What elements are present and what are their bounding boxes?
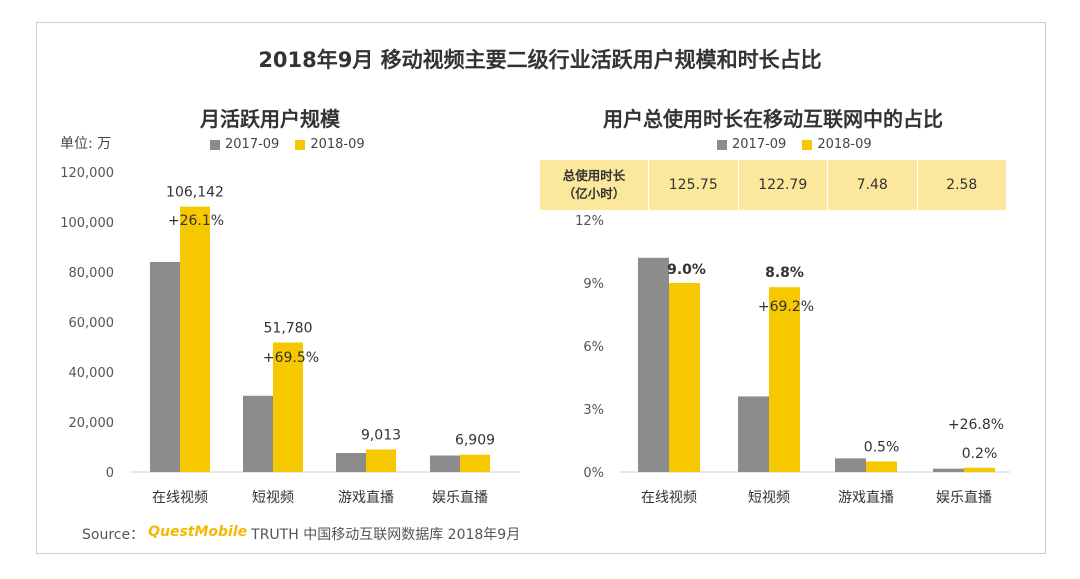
unit-label: 单位: 万: [60, 136, 112, 152]
legend-swatch-gray: [717, 139, 727, 150]
usage-cell: 2.58: [946, 177, 978, 193]
usage-cell: 7.48: [856, 177, 888, 193]
category-label: 短视频: [748, 490, 790, 506]
y-tick-label: 0%: [583, 466, 604, 481]
bar-2017: [336, 453, 366, 472]
table-divider: [648, 160, 649, 210]
bar-2017: [150, 262, 180, 472]
data-label: 51,780: [264, 321, 313, 337]
data-label: 9.0%: [667, 262, 706, 278]
y-tick-label: 9%: [583, 277, 604, 292]
usage-header-line1: 总使用时长: [562, 168, 626, 183]
source-brand-logo: QuestMobile: [148, 524, 248, 540]
category-label: 在线视频: [152, 490, 208, 506]
table-divider: [916, 160, 918, 210]
source-text: TRUTH 中国移动互联网数据库 2018年9月: [251, 527, 521, 543]
bar-2017: [430, 455, 460, 472]
data-label: 106,142: [166, 185, 224, 201]
y-tick-label: 12%: [575, 214, 604, 229]
main-title: 2018年9月 移动视频主要二级行业活跃用户规模和时长占比: [258, 48, 822, 72]
bar-2018: [460, 454, 490, 472]
bar-2018: [669, 283, 700, 472]
data-label: 8.8%: [765, 265, 804, 281]
y-tick-label: 100,000: [60, 216, 114, 231]
source-prefix: Source：: [82, 527, 145, 543]
bar-2018: [964, 467, 995, 472]
y-tick-label: 3%: [583, 403, 604, 418]
usage-header-line2: （亿小时）: [562, 186, 626, 201]
usage-cell: 125.75: [668, 177, 718, 193]
usage-hours-table: 总使用时长 （亿小时） 125.75 122.79 7.48 2.58: [540, 160, 1006, 210]
growth-label: +26.8%: [948, 417, 1004, 433]
y-tick-label: 120,000: [60, 166, 114, 181]
table-divider: [737, 160, 739, 210]
bar-2017: [933, 468, 964, 472]
legend-label: 2017-09: [732, 137, 787, 152]
category-label: 娱乐直播: [936, 489, 992, 506]
y-tick-label: 0: [106, 466, 114, 481]
source-note: Source： QuestMobile TRUTH 中国移动互联网数据库 201…: [82, 524, 520, 544]
left-chart-title: 月活跃用户规模: [200, 107, 340, 131]
left-legend: 2017-09 2018-09: [210, 137, 365, 152]
legend-label: 2018-09: [817, 137, 872, 152]
usage-cell: 122.79: [758, 177, 808, 193]
bar-2018: [769, 287, 800, 472]
bar-2017: [738, 396, 769, 472]
y-tick-label: 20,000: [69, 416, 115, 431]
data-label: 9,013: [361, 427, 401, 443]
growth-label: +26.1%: [168, 213, 224, 229]
y-tick-label: 80,000: [69, 266, 115, 281]
data-label: 0.2%: [962, 446, 998, 462]
bar-2018: [366, 449, 396, 472]
y-tick-label: 6%: [583, 340, 604, 355]
y-tick-label: 40,000: [69, 366, 115, 381]
growth-label: +69.2%: [758, 299, 814, 315]
category-label: 娱乐直播: [432, 489, 488, 506]
usage-table-header: 总使用时长 （亿小时）: [540, 167, 648, 203]
legend-swatch-yellow: [295, 139, 306, 150]
legend-label: 2017-09: [225, 137, 280, 152]
legend-item-2018: 2018-09: [802, 137, 872, 152]
legend-item-2018: 2018-09: [295, 137, 365, 152]
legend-item-2017: 2017-09: [717, 137, 786, 152]
legend-label: 2018-09: [310, 137, 365, 152]
growth-label: +69.5%: [263, 350, 319, 366]
bar-2017: [243, 395, 273, 472]
legend-item-2017: 2017-09: [210, 137, 279, 152]
right-legend: 2017-09 2018-09: [717, 137, 872, 152]
data-label: 0.5%: [864, 440, 900, 456]
bar-2018: [866, 461, 897, 472]
bar-2017: [638, 257, 669, 472]
table-divider: [827, 160, 828, 210]
bar-2018: [180, 206, 210, 472]
y-tick-label: 60,000: [69, 316, 115, 331]
data-label: 6,909: [455, 433, 495, 449]
right-chart-title: 用户总使用时长在移动互联网中的占比: [603, 107, 943, 131]
bar-2017: [835, 458, 866, 472]
category-label: 游戏直播: [338, 489, 394, 506]
category-label: 游戏直播: [838, 489, 894, 506]
legend-swatch-yellow: [802, 139, 813, 150]
bar-2018: [273, 342, 303, 472]
legend-swatch-gray: [210, 139, 220, 150]
category-label: 在线视频: [641, 490, 697, 506]
category-label: 短视频: [252, 490, 294, 506]
